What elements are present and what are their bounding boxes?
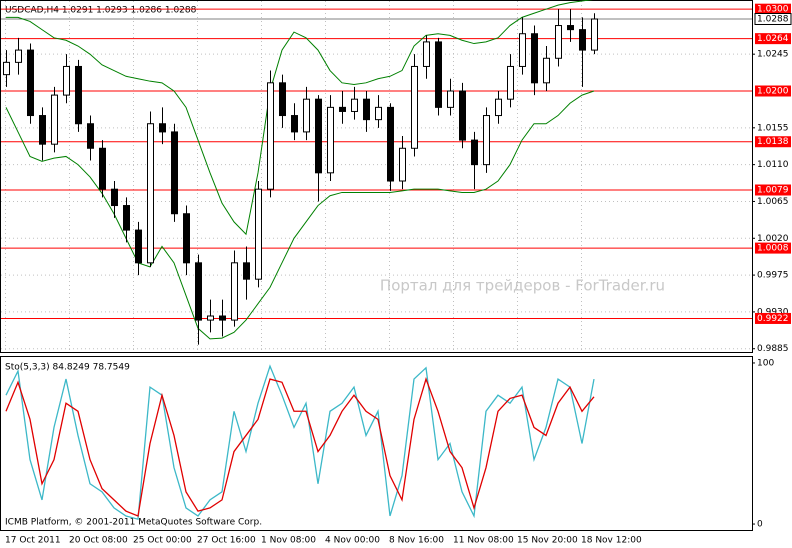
- level-label-box: [755, 33, 791, 45]
- x-tick-label: 17 Oct 2011: [5, 536, 61, 546]
- candle-body: [315, 98, 322, 174]
- candle-body: [459, 90, 466, 141]
- oscillator-panel-frame: [0, 356, 753, 531]
- candle-body: [351, 98, 358, 112]
- candle-body: [375, 106, 382, 121]
- y-tick-label: 0.9930: [757, 307, 789, 317]
- footer: ICMB Platform, © 2001-2011 MetaQuotes So…: [5, 518, 262, 528]
- x-tick-label: 18 Nov 12:00: [581, 536, 642, 546]
- candle-body: [51, 94, 58, 145]
- y-tick-label: 0: [757, 520, 763, 530]
- candle-body: [507, 65, 514, 100]
- candle-body: [591, 18, 598, 51]
- oscillator-line: [5, 364, 595, 521]
- y-tick-label: 1.0155: [757, 123, 789, 133]
- candle-body: [531, 33, 538, 84]
- candle-body: [159, 123, 166, 133]
- candle-body: [555, 25, 562, 59]
- candle-body: [267, 82, 274, 190]
- level-label: 1.0079: [757, 186, 789, 196]
- candle-body: [75, 65, 82, 125]
- level-label: 1.0264: [757, 34, 789, 44]
- candle-body: [411, 65, 418, 149]
- candle-body: [183, 213, 190, 264]
- x-tick-label: 4 Nov 00:00: [325, 536, 380, 546]
- level-label-box: [755, 3, 791, 15]
- candle-body: [147, 123, 154, 264]
- candle-body: [387, 106, 394, 182]
- candle-body: [291, 115, 298, 133]
- y-tick-label: 1.0065: [757, 197, 789, 207]
- candle-body: [363, 98, 370, 121]
- band-line: [5, 90, 595, 340]
- level-label-box: [755, 242, 791, 254]
- candle-body: [447, 90, 454, 108]
- candle-body: [303, 98, 310, 133]
- x-tick-label: 25 Oct 00:00: [133, 536, 192, 546]
- candle-body: [255, 188, 262, 280]
- candle-body: [483, 115, 490, 166]
- band-line: [6, 0, 594, 236]
- candle-body: [87, 123, 94, 149]
- level-label-box: [755, 184, 791, 196]
- y-tick-label: 1.0245: [757, 50, 789, 60]
- candle-body: [399, 147, 406, 182]
- x-tick-label: 27 Oct 16:00: [197, 536, 256, 546]
- x-tick-label: 1 Nov 08:00: [261, 536, 316, 546]
- level-label-box: [755, 136, 791, 148]
- candle-body: [495, 98, 502, 117]
- candle-body: [339, 106, 346, 112]
- candle-body: [195, 262, 202, 321]
- candle-body: [567, 25, 574, 31]
- candle-body: [111, 188, 118, 207]
- y-tick-label: 1.0110: [757, 160, 789, 170]
- x-tick-label: 20 Oct 08:00: [69, 536, 128, 546]
- candle-body: [423, 41, 430, 67]
- x-tick-label: 11 Nov 08:00: [453, 536, 514, 546]
- x-tick-label: 15 Nov 20:00: [517, 536, 578, 546]
- candle-body: [63, 65, 70, 96]
- oscillator-line: [5, 377, 595, 517]
- candle-body: [543, 57, 550, 84]
- price-panel-frame: [0, 0, 753, 353]
- candle-body: [39, 115, 46, 145]
- y-tick-label: 100: [757, 358, 774, 368]
- candle-body: [579, 29, 586, 51]
- candle-body: [3, 61, 10, 76]
- last-price-box: [754, 13, 792, 25]
- candle-body: [327, 106, 334, 174]
- candle-body: [519, 33, 526, 67]
- oscillator-title: Sto(5,3,3) 84.8249 78.7549: [5, 363, 130, 373]
- y-tick-label: 1.0020: [757, 234, 789, 244]
- level-label-box: [755, 312, 791, 324]
- level-label: 1.0200: [757, 87, 789, 97]
- candle-body: [435, 41, 442, 108]
- candle-body: [231, 262, 238, 321]
- candle-body: [99, 147, 106, 190]
- y-tick-label: 0.9975: [757, 271, 789, 281]
- candle-body: [471, 139, 478, 166]
- candle-body: [207, 315, 214, 321]
- candle-body: [279, 82, 286, 117]
- level-label: 1.0300: [757, 5, 789, 15]
- candle-body: [27, 49, 34, 117]
- x-tick-label: 8 Nov 16:00: [389, 536, 444, 546]
- candle-body: [135, 229, 142, 264]
- candle-body: [243, 262, 250, 280]
- level-label: 0.9922: [757, 314, 789, 324]
- level-label-box: [755, 85, 791, 97]
- level-label: 1.0008: [757, 244, 789, 254]
- y-tick-label: 0.9885: [757, 344, 789, 354]
- candle-body: [171, 131, 178, 215]
- level-label: 1.0138: [757, 137, 789, 147]
- candle-body: [123, 205, 130, 231]
- chart-title: USDCAD,H4 1.0291 1.0293 1.0286 1.0288: [5, 6, 197, 16]
- candle-body: [219, 315, 226, 321]
- watermark: Портал для трейдеров - ForTrader.ru: [380, 277, 665, 295]
- last-price-label: 1.0288: [757, 15, 789, 25]
- candle-body: [15, 49, 22, 63]
